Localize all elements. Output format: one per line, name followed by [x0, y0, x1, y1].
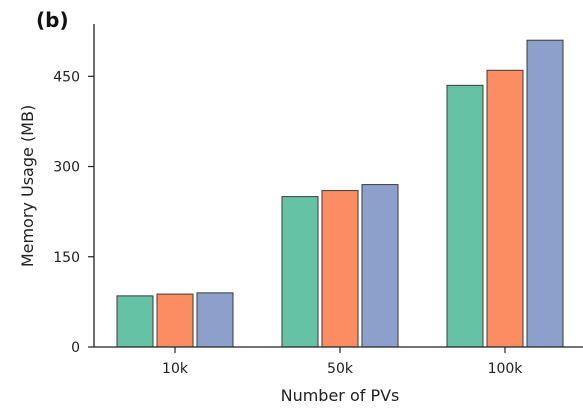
bar-10k-series-3: [196, 292, 234, 348]
y-ticks-group: 0 150 300 450: [53, 69, 94, 356]
x-tick-label: 50k: [327, 361, 354, 377]
y-tick-label: 450: [53, 69, 80, 85]
y-tick-label: 300: [53, 160, 80, 176]
x-tick-label: 100k: [488, 361, 524, 377]
panel-label: (b): [36, 8, 69, 32]
bar-50k-series-2: [321, 190, 359, 348]
y-tick-label: 150: [53, 250, 80, 266]
y-axis-label: Memory Usage (MB): [18, 105, 37, 267]
x-axis-label: Number of PVs: [281, 386, 400, 405]
x-ticks-group: 10k 50k 100k: [162, 347, 523, 377]
bar-50k-series-1: [281, 196, 319, 348]
bar-100k-series-1: [446, 84, 484, 348]
bar-50k-series-3: [361, 184, 399, 348]
bar-10k-series-1: [116, 295, 154, 348]
bar-100k-series-2: [486, 69, 524, 348]
bar-100k-series-3: [526, 39, 564, 348]
x-tick-label: 10k: [162, 361, 189, 377]
bars-group: [116, 39, 564, 348]
bar-10k-series-2: [156, 293, 194, 348]
y-tick-label: 0: [71, 340, 80, 356]
